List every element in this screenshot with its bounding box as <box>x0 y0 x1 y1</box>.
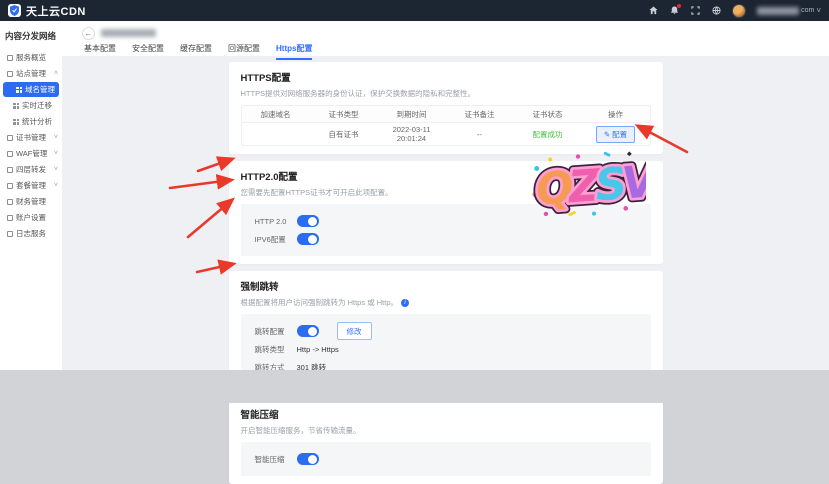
sidebar-item-layer4-forward[interactable]: 四层转发 ˅ <box>0 162 62 177</box>
chevron-down-icon: ˅ <box>53 150 58 157</box>
configure-cert-button[interactable]: ✎ 配置 <box>595 125 636 143</box>
redirect-card-desc: 根据配置将用户访问强制跳转为 Https 或 Http。 <box>240 298 399 307</box>
sidebar-item-site-management[interactable]: 站点管理 ˄ <box>0 66 62 81</box>
compress-card-desc: 开启智能压缩服务，节省传输流量。 <box>240 426 361 435</box>
http2-toggle[interactable] <box>296 215 319 227</box>
sidebar-item-domain-management[interactable]: 域名管理 <box>3 82 59 97</box>
sidebar-title: 内容分发网络 <box>5 31 57 41</box>
chevron-up-icon: ˄ <box>53 70 58 77</box>
home-icon[interactable] <box>648 6 658 16</box>
sidebar-item-certificates[interactable]: 证书管理 ˅ <box>0 130 62 145</box>
sidebar-item-logs[interactable]: 日志服务 <box>0 226 62 241</box>
user-suffix: com <box>801 7 815 14</box>
tab-https-config[interactable]: Https配置 <box>276 43 313 60</box>
grid-icon <box>13 102 19 109</box>
brand-logo <box>8 4 21 17</box>
ipv6-toggle-label: IPV6配置 <box>254 234 286 244</box>
redirect-type-label: 跳转类型 <box>254 344 285 354</box>
shield-icon <box>10 5 19 16</box>
page-header: ← 基本配置 安全配置 缓存配置 回源配置 Https配置 <box>62 21 829 60</box>
modify-button[interactable]: 修改 <box>336 322 372 340</box>
fullscreen-icon[interactable] <box>690 6 700 16</box>
finance-icon <box>7 198 13 205</box>
cert-remark-cell: -- <box>477 129 482 139</box>
col-actions: 操作 <box>608 109 623 119</box>
http2-card-title: HTTP2.0配置 <box>240 172 298 183</box>
user-menu[interactable]: com ˅ <box>757 6 821 15</box>
compress-toggle[interactable] <box>296 453 319 465</box>
sidebar-item-account[interactable]: 账户设置 <box>0 210 62 225</box>
tab-basic-config[interactable]: 基本配置 <box>84 44 116 53</box>
site-icon <box>7 70 13 77</box>
cert-type-cell: 自有证书 <box>328 129 359 139</box>
back-button[interactable]: ← <box>82 26 95 40</box>
redacted-domain-name <box>101 29 156 37</box>
status-badge: 配置成功 <box>532 129 563 139</box>
sidebar-item-statistics[interactable]: 统计分析 <box>0 114 62 129</box>
compress-panel: 智能压缩 <box>240 442 651 476</box>
redirect-type-value: Http -> Https <box>296 344 339 354</box>
redirect-toggle-label: 跳转配置 <box>254 326 285 336</box>
grid-icon <box>13 118 19 125</box>
http2-config-card: HTTP2.0配置 您需要先配置HTTPS证书才可开启此项配置。 HTTP 2.… <box>228 161 663 264</box>
compress-toggle-label: 智能压缩 <box>254 454 285 464</box>
account-icon <box>7 214 13 221</box>
sidebar-item-realtime-migration[interactable]: 实时迁移 <box>0 98 62 113</box>
certificate-table: 加速域名 证书类型 到期时间 证书备注 证书状态 操作 自有证书 2022-03… <box>240 105 651 146</box>
topbar: 天上云CDN com ˅ <box>0 0 829 21</box>
chevron-down-icon: ˅ <box>53 166 58 173</box>
brand-title: 天上云CDN <box>26 5 86 18</box>
https-card-desc: HTTPS提供对网络服务器的身份认证，保护交换数据的隐私和完整性。 <box>240 89 476 98</box>
forward-icon <box>7 166 13 173</box>
sidebar-item-finance[interactable]: 财务管理 <box>0 194 62 209</box>
col-expire-time: 到期时间 <box>396 109 427 119</box>
page-bottom-strip <box>0 370 829 403</box>
avatar[interactable] <box>732 3 747 18</box>
chevron-down-icon: ˅ <box>53 134 58 141</box>
waf-icon <box>7 150 13 157</box>
http2-toggle-label: HTTP 2.0 <box>254 216 287 226</box>
notification-badge <box>677 3 682 8</box>
config-tabs: 基本配置 安全配置 缓存配置 回源配置 Https配置 <box>82 43 819 60</box>
col-cert-status: 证书状态 <box>532 109 563 119</box>
tab-origin-config[interactable]: 回源配置 <box>228 44 260 53</box>
redirect-method-value: 301 跳转 <box>296 362 327 372</box>
sidebar-item-packages[interactable]: 套餐管理 ˅ <box>0 178 62 193</box>
https-config-card: HTTPS配置 HTTPS提供对网络服务器的身份认证，保护交换数据的隐私和完整性… <box>228 62 663 154</box>
package-icon <box>7 182 13 189</box>
main-area: ← 基本配置 安全配置 缓存配置 回源配置 Https配置 HTTPS配置 HT… <box>62 21 829 484</box>
info-icon[interactable]: i <box>401 298 410 307</box>
overview-icon <box>7 54 13 61</box>
edit-pencil-icon: ✎ <box>603 129 611 139</box>
chevron-down-icon: ˅ <box>816 6 821 15</box>
table-row: 自有证书 2022-03-11 20:01:24 -- 配置成功 ✎ 配置 <box>242 123 650 145</box>
chevron-down-icon: ˅ <box>53 182 58 189</box>
col-domain: 加速域名 <box>260 109 291 119</box>
bell-icon[interactable] <box>669 3 682 16</box>
log-icon <box>7 230 13 237</box>
redirect-toggle[interactable] <box>296 325 319 337</box>
tab-cache-config[interactable]: 缓存配置 <box>180 44 212 53</box>
ipv6-toggle[interactable] <box>296 233 319 245</box>
col-cert-remark: 证书备注 <box>464 109 495 119</box>
redacted-username <box>757 6 800 15</box>
certificate-icon <box>7 134 13 141</box>
sidebar-item-waf[interactable]: WAF管理 ˅ <box>0 146 62 161</box>
smart-compression-card: 智能压缩 开启智能压缩服务，节省传输流量。 智能压缩 <box>228 399 663 484</box>
redirect-method-label: 跳转方式 <box>254 362 285 372</box>
https-card-title: HTTPS配置 <box>240 73 291 84</box>
expire-time-cell: 2022-03-11 20:01:24 <box>392 125 431 143</box>
grid-icon <box>16 86 22 93</box>
http2-card-desc: 您需要先配置HTTPS证书才可开启此项配置。 <box>240 188 393 197</box>
language-globe-icon[interactable] <box>711 6 721 16</box>
col-cert-type: 证书类型 <box>328 109 359 119</box>
tab-security-config[interactable]: 安全配置 <box>132 44 164 53</box>
sidebar: 内容分发网络 服务概览 站点管理 ˄ 域名管理 实时迁移 统计分析 证书管理 ˅… <box>0 21 62 370</box>
sidebar-item-service-overview[interactable]: 服务概览 <box>0 50 62 65</box>
redirect-card-title: 强制跳转 <box>240 282 279 293</box>
http2-panel: HTTP 2.0 IPV6配置 <box>240 204 651 256</box>
compress-card-title: 智能压缩 <box>240 410 279 421</box>
